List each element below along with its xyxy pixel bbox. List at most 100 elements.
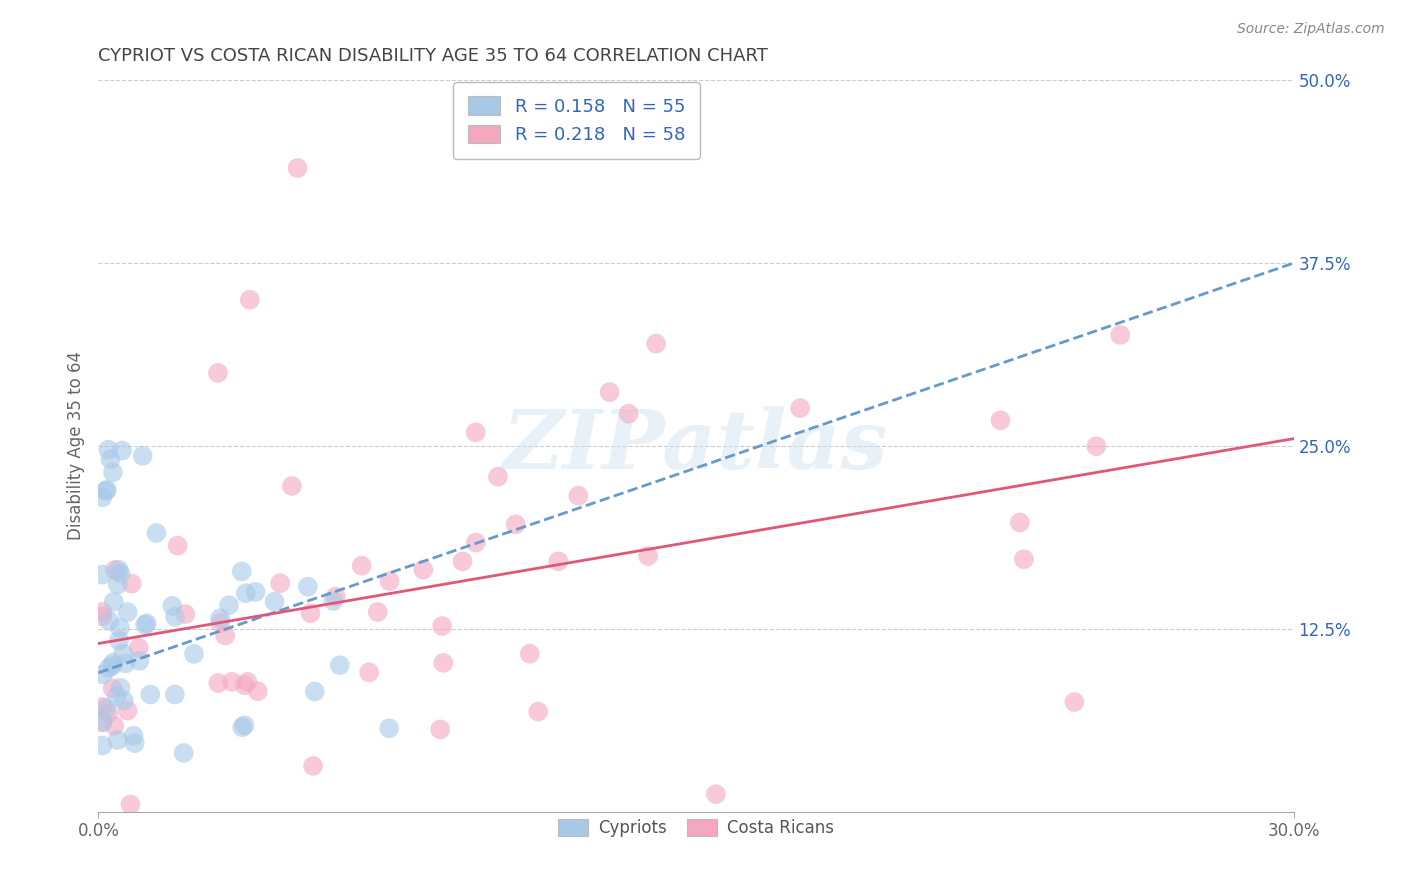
Point bbox=[281, 479, 304, 493]
Point bbox=[98, 614, 121, 628]
Point bbox=[789, 401, 811, 416]
Point bbox=[91, 739, 114, 753]
Point bbox=[103, 595, 125, 609]
Point bbox=[221, 674, 243, 689]
Point bbox=[231, 565, 253, 579]
Point bbox=[100, 452, 122, 467]
Point bbox=[97, 661, 120, 675]
Point bbox=[117, 605, 139, 619]
Point bbox=[350, 558, 373, 573]
Point bbox=[1063, 695, 1085, 709]
Point bbox=[519, 647, 541, 661]
Point bbox=[134, 618, 156, 632]
Point bbox=[547, 554, 569, 568]
Point bbox=[166, 539, 188, 553]
Point bbox=[105, 689, 128, 703]
Point bbox=[378, 574, 401, 588]
Point bbox=[107, 577, 129, 591]
Point bbox=[103, 656, 125, 670]
Point bbox=[235, 586, 257, 600]
Point bbox=[91, 609, 114, 624]
Point bbox=[990, 413, 1012, 427]
Point bbox=[645, 336, 668, 351]
Point bbox=[231, 720, 253, 734]
Point bbox=[451, 554, 474, 568]
Point bbox=[174, 607, 197, 621]
Point bbox=[207, 676, 229, 690]
Point bbox=[464, 425, 486, 440]
Point bbox=[122, 729, 145, 743]
Point bbox=[704, 787, 727, 801]
Point bbox=[297, 580, 319, 594]
Point bbox=[104, 563, 127, 577]
Point bbox=[91, 605, 114, 619]
Point bbox=[207, 366, 229, 380]
Text: Source: ZipAtlas.com: Source: ZipAtlas.com bbox=[1237, 22, 1385, 37]
Text: CYPRIOT VS COSTA RICAN DISABILITY AGE 35 TO 64 CORRELATION CHART: CYPRIOT VS COSTA RICAN DISABILITY AGE 35… bbox=[98, 47, 768, 65]
Point bbox=[464, 535, 486, 549]
Point bbox=[322, 594, 344, 608]
Point bbox=[101, 658, 124, 673]
Point bbox=[114, 657, 136, 671]
Point bbox=[302, 759, 325, 773]
Point bbox=[486, 469, 509, 483]
Point bbox=[329, 658, 352, 673]
Point bbox=[325, 590, 347, 604]
Point bbox=[97, 442, 120, 457]
Point bbox=[91, 667, 114, 681]
Point bbox=[218, 598, 240, 612]
Point bbox=[183, 647, 205, 661]
Point bbox=[91, 699, 114, 714]
Point bbox=[1109, 328, 1132, 343]
Point bbox=[527, 705, 550, 719]
Y-axis label: Disability Age 35 to 64: Disability Age 35 to 64 bbox=[66, 351, 84, 541]
Point bbox=[112, 647, 135, 661]
Point bbox=[239, 293, 262, 307]
Point bbox=[128, 654, 150, 668]
Point bbox=[101, 681, 124, 696]
Point bbox=[245, 585, 267, 599]
Point bbox=[120, 797, 142, 812]
Point bbox=[1085, 439, 1108, 453]
Point bbox=[139, 688, 162, 702]
Point bbox=[108, 633, 131, 648]
Point bbox=[233, 678, 256, 692]
Point bbox=[163, 609, 186, 624]
Point bbox=[163, 688, 186, 702]
Point bbox=[103, 719, 125, 733]
Point bbox=[432, 619, 454, 633]
Point bbox=[637, 549, 659, 563]
Point bbox=[236, 674, 259, 689]
Point bbox=[101, 466, 124, 480]
Point bbox=[263, 595, 285, 609]
Point bbox=[91, 715, 114, 730]
Point bbox=[108, 621, 131, 635]
Point bbox=[107, 563, 129, 577]
Text: ZIPatlas: ZIPatlas bbox=[503, 406, 889, 486]
Point bbox=[246, 684, 269, 698]
Point bbox=[91, 567, 114, 582]
Point bbox=[567, 489, 589, 503]
Point bbox=[97, 706, 120, 721]
Point bbox=[91, 714, 114, 729]
Point bbox=[304, 684, 326, 698]
Point bbox=[91, 490, 114, 504]
Point bbox=[209, 611, 232, 625]
Point bbox=[209, 616, 232, 631]
Point bbox=[505, 517, 527, 532]
Point bbox=[121, 576, 143, 591]
Legend: Cypriots, Costa Ricans: Cypriots, Costa Ricans bbox=[551, 812, 841, 844]
Point bbox=[233, 718, 256, 732]
Point bbox=[112, 693, 135, 707]
Point bbox=[357, 665, 380, 680]
Point bbox=[429, 723, 451, 737]
Point bbox=[214, 628, 236, 642]
Point bbox=[173, 746, 195, 760]
Point bbox=[107, 733, 129, 747]
Point bbox=[128, 640, 150, 655]
Point bbox=[110, 681, 132, 695]
Point bbox=[94, 701, 117, 715]
Point bbox=[432, 656, 454, 670]
Point bbox=[117, 704, 139, 718]
Point bbox=[1008, 516, 1031, 530]
